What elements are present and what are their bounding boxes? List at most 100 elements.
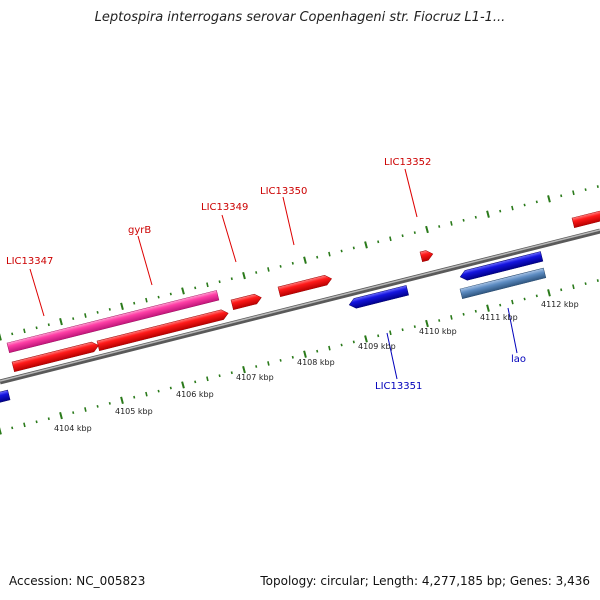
scale-label-4112: 4112 kbp [541,300,579,309]
forward-tick [0,333,2,341]
reverse-tick [145,391,148,397]
forward-tick [352,246,355,250]
genome-axis [0,228,600,385]
forward-tick [303,256,307,264]
reverse-tick [596,279,599,282]
reverse-tick [560,288,563,292]
forward-tick [11,332,14,336]
forward-tick [523,203,526,207]
reverse-tick [279,359,282,362]
reverse-tick [511,299,514,305]
forward-tick [181,287,185,295]
forward-tick [560,194,563,198]
forward-tick [133,301,136,305]
label-leader-lines [29,168,518,380]
scale-label-4106: 4106 kbp [176,390,214,399]
forward-tick [486,210,490,218]
forward-tick [218,280,221,284]
reverse-tick [535,294,538,298]
gene-lic13351-feature[interactable] [348,285,409,309]
forward-tick [377,240,380,244]
gene-lic13349-feature[interactable] [230,293,263,311]
gene-lao-steel-feature[interactable] [459,267,547,300]
reverse-tick [389,330,392,336]
reverse-tick [499,303,502,307]
forward-tick [328,251,331,257]
gene-lic13347-red-feature[interactable] [11,341,100,373]
reverse-tick [352,340,355,344]
scale-label-4109: 4109 kbp [358,342,396,351]
reverse-tick [316,349,319,353]
scale-label-4107: 4107 kbp [236,373,274,382]
reverse-tick [230,371,233,375]
reverse-tick [194,380,197,384]
reverse-tick [328,345,331,351]
reverse-tick [84,407,87,412]
gene-lao-feature[interactable] [459,251,544,282]
gene-lic13350-feature[interactable] [277,274,333,298]
forward-strand-genes [6,207,600,373]
forward-tick [72,317,75,320]
forward-tick [499,209,502,213]
forward-tick [255,271,258,274]
reverse-tick [96,405,99,408]
forward-tick [108,308,111,311]
gene-lic13352-feature[interactable] [419,249,434,263]
scale-label-4110: 4110 kbp [419,327,457,336]
reverse-tick [108,402,111,405]
forward-tick [547,195,551,203]
forward-tick [596,185,599,188]
forward-tick [584,188,587,191]
forward-tick [462,218,465,222]
reverse-tick [364,335,368,343]
forward-tick [535,200,538,204]
forward-tick [169,292,172,296]
reverse-tick [72,411,75,414]
reverse-tick [0,427,2,435]
forward-tick [474,215,477,219]
reverse-tick [340,343,343,347]
forward-tick [438,225,441,228]
forward-tick [206,282,209,288]
scale-label-4104: 4104 kbp [54,424,92,433]
scale-label-4105: 4105 kbp [115,407,153,416]
gene-label-lic13347: LIC13347 [6,256,53,267]
reverse-tick [181,381,185,389]
reverse-tick [572,284,575,290]
reverse-tick [206,376,209,382]
reverse-tick [157,389,160,393]
gene-label-gyrb: gyrB [128,225,151,236]
forward-tick [267,267,270,272]
forward-tick [572,190,575,196]
forward-tick-track [0,185,599,341]
gene-lic13347-feature[interactable] [6,290,220,354]
reverse-tick [377,334,380,338]
reverse-tick [35,420,38,424]
gene-label-lic13352: LIC13352 [384,157,431,168]
reverse-tick [486,304,490,312]
gene-edge-reverse-feature[interactable] [0,389,11,404]
reverse-tick [474,309,477,313]
forward-tick [145,297,148,303]
reverse-tick-track [0,279,599,435]
forward-tick [401,234,404,238]
forward-tick [157,295,160,299]
forward-tick [230,277,233,281]
forward-tick [242,271,246,280]
forward-tick [511,205,514,211]
reverse-tick [11,426,14,430]
forward-tick [96,311,99,314]
reverse-tick [425,319,429,328]
reverse-tick [413,325,416,328]
forward-tick [47,323,50,327]
forward-tick [279,265,282,268]
scale-label-4108: 4108 kbp [297,358,335,367]
gene-edge-forward-feature[interactable] [571,207,600,229]
forward-tick [84,313,87,318]
reverse-tick [462,312,465,316]
forward-tick [425,225,429,234]
forward-tick [120,302,124,310]
gene-gyrb-feature[interactable] [96,308,229,352]
